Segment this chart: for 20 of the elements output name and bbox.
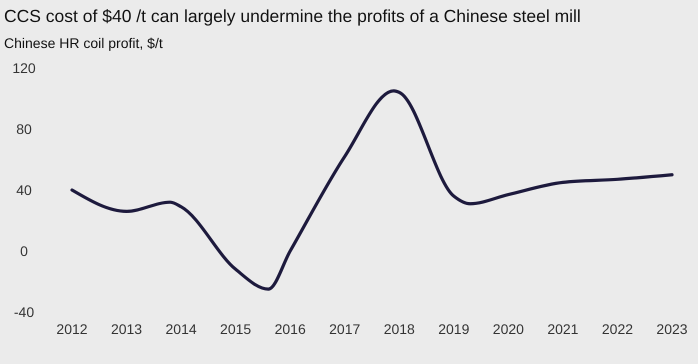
x-tick-label: 2018 <box>384 321 416 337</box>
chart-title: CCS cost of $40 /t can largely undermine the profits of a Chinese steel mill <box>4 6 581 26</box>
x-tick-label: 2013 <box>110 321 142 337</box>
y-tick-label: 40 <box>16 182 32 198</box>
y-tick-label: 80 <box>16 120 32 137</box>
x-tick-label: 2023 <box>656 321 688 337</box>
x-tick-label: 2020 <box>492 321 524 337</box>
y-tick-label: 120 <box>12 60 36 76</box>
x-tick-label: 2022 <box>602 321 634 337</box>
y-tick-label: -40 <box>14 304 34 320</box>
x-tick-label: 2015 <box>220 321 252 337</box>
x-tick-label: 2017 <box>329 321 361 337</box>
chart-subtitle: Chinese HR coil profit, $/t <box>4 35 163 51</box>
line-series <box>70 89 674 291</box>
x-tick-label: 2012 <box>56 321 88 337</box>
x-tick-label: 2016 <box>274 321 306 337</box>
x-tick-label: 2014 <box>166 321 197 337</box>
x-tick-label: 2019 <box>438 321 470 337</box>
y-tick-label: 0 <box>20 242 28 259</box>
x-tick-label: 2021 <box>547 321 579 337</box>
